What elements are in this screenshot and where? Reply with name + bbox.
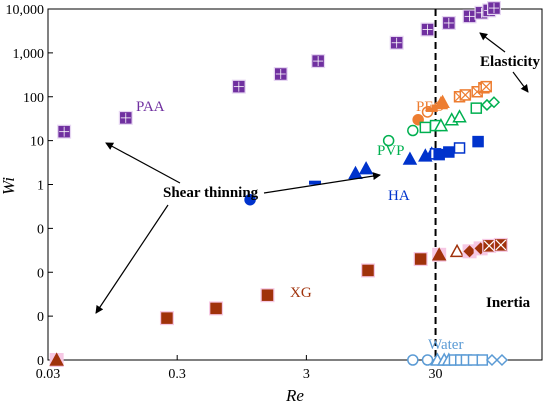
label-peo: PEO: [416, 99, 445, 115]
point-xg-1: [159, 311, 174, 326]
point-xg-4: [361, 263, 376, 278]
point-paa-8: [462, 9, 477, 24]
label-water: Water: [428, 337, 463, 353]
label-paa: PAA: [136, 99, 165, 115]
point-peo-10: [480, 80, 492, 93]
arrow-shear-to-paa: [105, 142, 181, 184]
point-paa-6: [420, 22, 435, 37]
plot-area: [47, 8, 543, 361]
point-xg-10: [482, 238, 497, 253]
y-tick-label-5: 0: [37, 222, 44, 237]
point-xg-7: [449, 243, 465, 258]
x-tick-label-0: 0.03: [36, 367, 61, 382]
label-shear-thinning: Shear thinning: [163, 185, 259, 201]
point-water-0: [407, 354, 419, 366]
point-xg-6: [431, 247, 447, 262]
point-water-1: [421, 354, 434, 366]
x-tick-label-1: 0.3: [168, 367, 186, 382]
x-tick-label-2: 3: [303, 367, 310, 382]
point-paa-7: [441, 15, 456, 30]
point-xg-3: [260, 288, 275, 303]
arrow-shear-to-xg: [95, 204, 169, 314]
point-paa-1: [118, 110, 133, 125]
y-axis-title: Wi: [0, 177, 18, 195]
point-paa-2: [231, 79, 246, 94]
point-ha-0: [244, 193, 256, 206]
point-ha-4: [402, 151, 418, 165]
y-tick-label-0: 10,000: [6, 3, 45, 18]
point-pvp-2: [419, 121, 432, 134]
y-tick-label-3: 10: [30, 135, 44, 150]
point-ha-10: [453, 142, 466, 154]
data-points: [49, 1, 509, 367]
point-ha-1: [309, 180, 322, 185]
label-xg: XG: [290, 285, 312, 301]
point-paa-4: [311, 54, 326, 69]
point-xg-0: [49, 352, 64, 367]
y-tick-label-6: 0: [37, 266, 44, 281]
x-axis-title: Re: [285, 386, 304, 405]
y-tick-label-8: 0: [37, 354, 44, 369]
point-pvp-0: [382, 134, 395, 147]
point-paa-5: [389, 35, 404, 50]
point-water-9: [476, 354, 489, 366]
point-pvp-7: [470, 102, 483, 114]
point-pvp-1: [407, 124, 419, 137]
point-paa-11: [486, 1, 501, 16]
label-inertia: Inertia: [486, 295, 531, 311]
point-pvp-9: [487, 96, 501, 109]
point-paa-0: [57, 124, 72, 139]
label-ha: HA: [388, 188, 410, 204]
annotation-arrows: [95, 32, 529, 314]
point-ha-3: [358, 161, 374, 175]
point-xg-11: [493, 237, 508, 252]
point-peo-7: [459, 89, 472, 101]
point-xg-2: [209, 301, 224, 316]
point-ha-9: [443, 146, 455, 158]
y-tick-label-7: 0: [37, 310, 44, 325]
point-peo-5: [435, 94, 450, 108]
point-peo-2: [425, 107, 438, 112]
arrow-elasticity-2: [512, 71, 529, 93]
x-tick-label-3: 30: [429, 367, 443, 382]
arrow-shear-to-ha: [263, 172, 381, 194]
point-ha-8: [433, 148, 445, 161]
point-water-10: [485, 353, 499, 367]
point-ha-11: [472, 135, 484, 148]
y-tick-label-4: 1: [37, 179, 44, 194]
point-paa-3: [273, 67, 288, 82]
point-xg-5: [413, 252, 428, 267]
point-water-11: [495, 353, 509, 367]
y-tick-label-2: 100: [23, 91, 44, 106]
arrow-elasticity: [479, 32, 506, 53]
point-xg-8: [462, 244, 477, 259]
point-pvp-6: [452, 109, 467, 123]
label-elasticity: Elasticity: [480, 54, 540, 70]
point-pvp-4: [433, 118, 449, 132]
label-pvp: PVP: [377, 143, 405, 159]
y-tick-label-1: 1,000: [13, 47, 45, 62]
